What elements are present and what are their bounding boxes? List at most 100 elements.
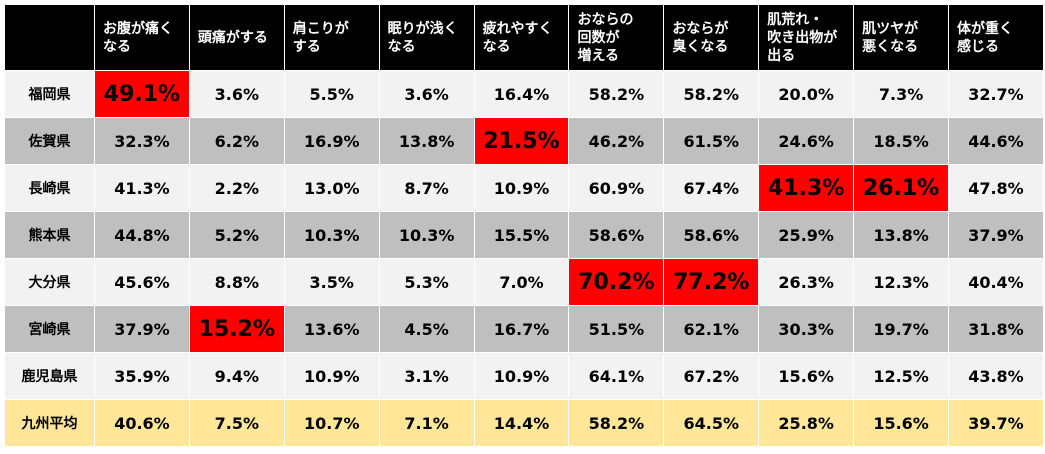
value-cell: 58.2% [568, 399, 665, 447]
value-cell: 4.5% [378, 305, 475, 353]
value-cell: 13.6% [283, 305, 380, 353]
table-row: 福岡県 49.1% 3.6% 5.5% 3.6% 16.4% 58.2% 58.2% 20.0%… [4, 70, 1044, 118]
value-cell: 25.8% [758, 399, 855, 447]
value-cell: 58.6% [663, 211, 760, 259]
value-cell: 40.6% [94, 399, 190, 447]
value-cell: 5.2% [188, 211, 285, 259]
value-cell: 3.1% [378, 352, 475, 400]
value-cell: 26.3% [758, 258, 855, 306]
highlighted-value-cell: 49.1% [94, 70, 190, 118]
value-cell: 8.8% [188, 258, 285, 306]
value-cell: 10.3% [378, 211, 475, 259]
value-cell: 15.5% [473, 211, 570, 259]
value-cell: 44.6% [948, 117, 1044, 165]
value-cell: 12.5% [853, 352, 950, 400]
value-cell: 7.3% [853, 70, 950, 118]
value-cell: 62.1% [663, 305, 760, 353]
highlighted-value-cell: 15.2% [188, 305, 285, 353]
value-cell: 13.8% [378, 117, 475, 165]
table-body: 福岡県 49.1% 3.6% 5.5% 3.6% 16.4% 58.2% 58.2% 20.0%… [4, 70, 1044, 447]
value-cell: 19.7% [853, 305, 950, 353]
value-cell: 24.6% [758, 117, 855, 165]
value-cell: 41.3% [94, 164, 190, 212]
table-row: 長崎県 41.3% 2.2% 13.0% 8.7% 10.9% 60.9% 67.4% 41.3… [4, 164, 1044, 212]
value-cell: 16.9% [283, 117, 380, 165]
value-cell: 67.4% [663, 164, 760, 212]
value-cell: 15.6% [758, 352, 855, 400]
column-header: おならの 回数が 増える [568, 4, 665, 71]
column-header: 頭痛がする [188, 4, 285, 71]
column-header: おならが 臭くなる [663, 4, 760, 71]
value-cell: 40.4% [948, 258, 1044, 306]
highlighted-value-cell: 21.5% [473, 117, 570, 165]
value-cell: 13.0% [283, 164, 380, 212]
value-cell: 5.3% [378, 258, 475, 306]
value-cell: 64.1% [568, 352, 665, 400]
value-cell: 20.0% [758, 70, 855, 118]
value-cell: 43.8% [948, 352, 1044, 400]
table-row: 宮崎県 37.9% 15.2% 13.6% 4.5% 16.7% 51.5% 62.1% 30.… [4, 305, 1044, 353]
highlighted-value-cell: 26.1% [853, 164, 950, 212]
value-cell: 64.5% [663, 399, 760, 447]
row-label: 九州平均 [4, 399, 95, 447]
column-header: 肩こりが する [283, 4, 380, 71]
value-cell: 7.1% [378, 399, 475, 447]
value-cell: 45.6% [94, 258, 190, 306]
value-cell: 32.7% [948, 70, 1044, 118]
row-label: 長崎県 [4, 164, 95, 212]
value-cell: 7.0% [473, 258, 570, 306]
highlighted-value-cell: 41.3% [758, 164, 855, 212]
prefecture-symptom-table: お腹が痛く なる 頭痛がする 肩こりが する 眠りが浅く なる 疲れやすく なる おならの… [4, 4, 1044, 447]
value-cell: 32.3% [94, 117, 190, 165]
value-cell: 8.7% [378, 164, 475, 212]
row-label: 鹿児島県 [4, 352, 95, 400]
value-cell: 7.5% [188, 399, 285, 447]
value-cell: 9.4% [188, 352, 285, 400]
row-label: 佐賀県 [4, 117, 95, 165]
value-cell: 37.9% [94, 305, 190, 353]
value-cell: 10.7% [283, 399, 380, 447]
value-cell: 44.8% [94, 211, 190, 259]
table-row: 佐賀県 32.3% 6.2% 16.9% 13.8% 21.5% 46.2% 61.5% 24.… [4, 117, 1044, 165]
header-row: お腹が痛く なる 頭痛がする 肩こりが する 眠りが浅く なる 疲れやすく なる おならの… [4, 4, 1044, 71]
value-cell: 31.8% [948, 305, 1044, 353]
value-cell: 10.3% [283, 211, 380, 259]
table-row: 熊本県 44.8% 5.2% 10.3% 10.3% 15.5% 58.6% 58.6% 25.… [4, 211, 1044, 259]
row-label: 宮崎県 [4, 305, 95, 353]
row-label: 福岡県 [4, 70, 95, 118]
column-header: お腹が痛く なる [94, 4, 190, 71]
value-cell: 37.9% [948, 211, 1044, 259]
value-cell: 67.2% [663, 352, 760, 400]
highlighted-value-cell: 70.2% [568, 258, 665, 306]
value-cell: 13.8% [853, 211, 950, 259]
value-cell: 5.5% [283, 70, 380, 118]
value-cell: 3.5% [283, 258, 380, 306]
value-cell: 15.6% [853, 399, 950, 447]
table-row: 鹿児島県 35.9% 9.4% 10.9% 3.1% 10.9% 64.1% 67.2% 15.… [4, 352, 1044, 400]
column-header: 眠りが浅く なる [378, 4, 475, 71]
column-header: 肌ツヤが 悪くなる [853, 4, 950, 71]
value-cell: 10.9% [473, 164, 570, 212]
value-cell: 2.2% [188, 164, 285, 212]
value-cell: 61.5% [663, 117, 760, 165]
value-cell: 35.9% [94, 352, 190, 400]
value-cell: 10.9% [473, 352, 570, 400]
value-cell: 3.6% [378, 70, 475, 118]
value-cell: 12.3% [853, 258, 950, 306]
value-cell: 16.7% [473, 305, 570, 353]
row-label: 大分県 [4, 258, 95, 306]
value-cell: 58.6% [568, 211, 665, 259]
value-cell: 16.4% [473, 70, 570, 118]
average-row: 九州平均 40.6% 7.5% 10.7% 7.1% 14.4% 58.2% 64.5% 25.… [4, 399, 1044, 447]
column-header: 体が重く 感じる [948, 4, 1044, 71]
value-cell: 58.2% [568, 70, 665, 118]
value-cell: 47.8% [948, 164, 1044, 212]
table-row: 大分県 45.6% 8.8% 3.5% 5.3% 7.0% 70.2% 77.2% 26.3% 1… [4, 258, 1044, 306]
header-corner-cell [4, 4, 95, 71]
value-cell: 6.2% [188, 117, 285, 165]
value-cell: 58.2% [663, 70, 760, 118]
value-cell: 14.4% [473, 399, 570, 447]
value-cell: 3.6% [188, 70, 285, 118]
column-header: 疲れやすく なる [473, 4, 570, 71]
